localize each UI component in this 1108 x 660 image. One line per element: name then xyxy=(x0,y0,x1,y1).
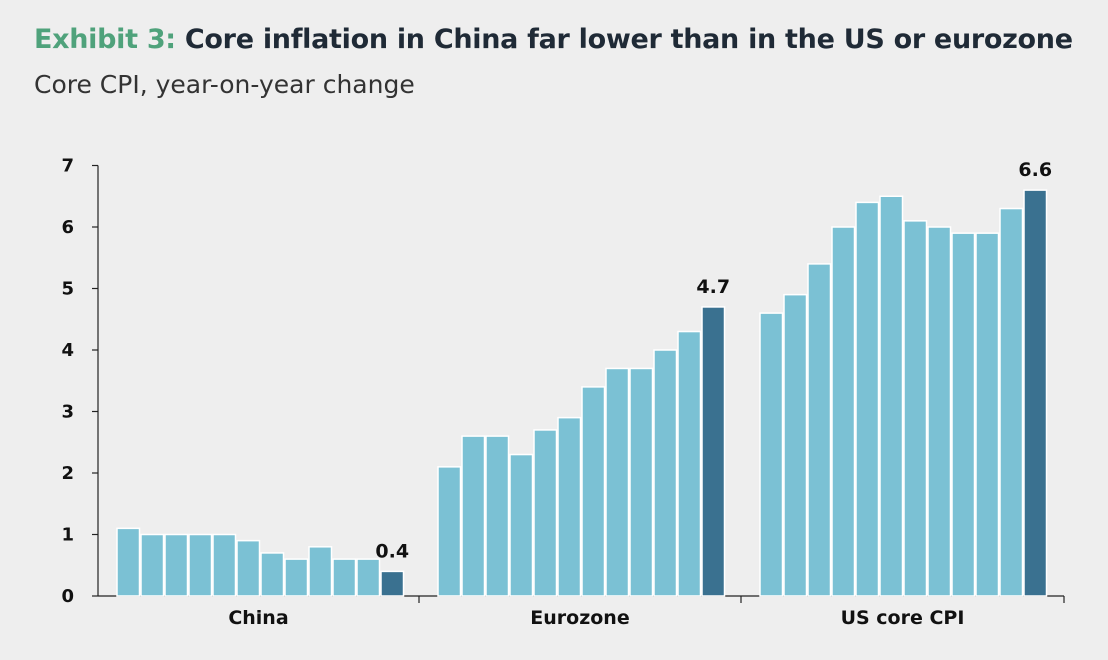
bar xyxy=(903,220,928,597)
bar xyxy=(927,226,952,597)
bar xyxy=(605,367,630,597)
category-label: China xyxy=(228,607,288,629)
bar xyxy=(284,558,309,597)
bar xyxy=(533,429,558,597)
y-tick-label: 6 xyxy=(61,217,74,238)
bar xyxy=(783,293,808,597)
y-tick-label: 5 xyxy=(61,279,74,300)
bar xyxy=(116,527,141,597)
bar xyxy=(509,453,534,597)
chart-subtitle: Core CPI, year-on-year change xyxy=(34,70,415,99)
bar xyxy=(557,416,582,597)
bar xyxy=(437,466,462,597)
exhibit-label: Exhibit 3: xyxy=(34,24,176,55)
y-tick-label: 2 xyxy=(61,463,74,484)
bar xyxy=(951,232,976,597)
y-tick-label: 1 xyxy=(61,525,74,546)
bar xyxy=(629,367,654,597)
bar xyxy=(1023,189,1048,597)
bar xyxy=(975,232,1000,597)
data-label: 6.6 xyxy=(1018,159,1052,181)
data-label: 4.7 xyxy=(696,276,730,298)
bar xyxy=(999,207,1024,597)
chart-title: Exhibit 3: Core inflation in China far l… xyxy=(34,24,1073,55)
bar xyxy=(677,330,702,597)
category-label: Eurozone xyxy=(530,607,629,629)
bar xyxy=(332,558,357,597)
bar xyxy=(140,533,165,597)
bar xyxy=(653,349,678,597)
bar xyxy=(164,533,189,597)
y-tick-label: 7 xyxy=(61,156,74,177)
bar xyxy=(701,306,726,597)
y-tick-label: 4 xyxy=(61,340,74,361)
title-text: Core inflation in China far lower than i… xyxy=(184,24,1073,55)
bar xyxy=(485,435,510,597)
category-label: US core CPI xyxy=(841,607,965,629)
bar xyxy=(759,312,784,597)
data-label: 0.4 xyxy=(375,540,409,562)
bar xyxy=(212,533,237,597)
bar xyxy=(461,435,486,597)
bar xyxy=(356,558,381,597)
bar xyxy=(581,386,606,597)
bar xyxy=(855,201,880,597)
y-tick-label: 3 xyxy=(61,402,74,423)
bar xyxy=(236,539,261,597)
y-tick-label: 0 xyxy=(61,586,74,607)
bar xyxy=(879,195,904,597)
bar xyxy=(308,546,333,597)
bar xyxy=(380,570,405,597)
bar xyxy=(188,533,213,597)
bar xyxy=(831,226,856,597)
bar xyxy=(807,263,832,597)
bar xyxy=(260,552,285,597)
